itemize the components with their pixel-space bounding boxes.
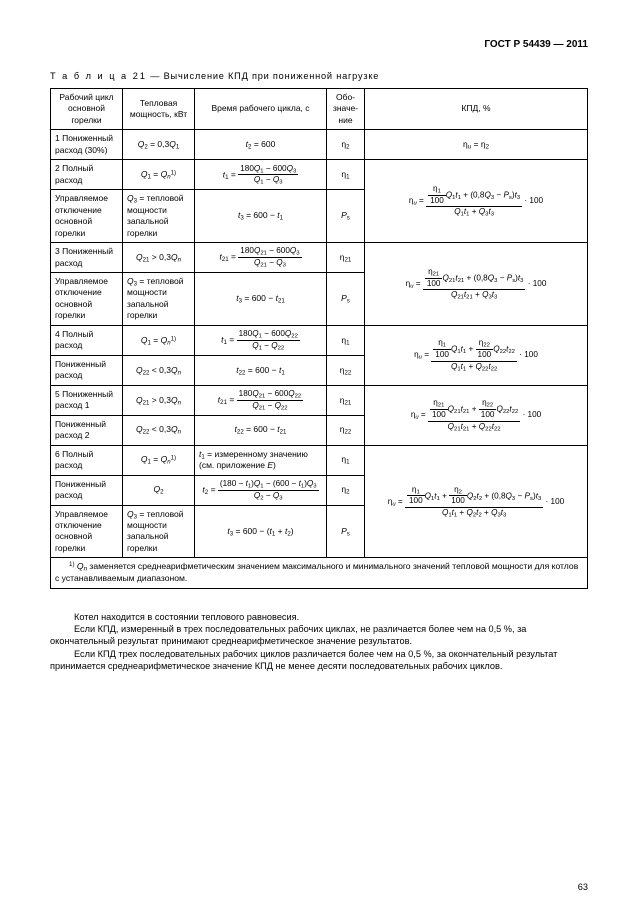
cell-cycle: Пониженный расход [51, 475, 123, 505]
cell-symbol: Ps [327, 505, 365, 558]
cell-cycle: 4 Полный расход [51, 325, 123, 355]
document-header: ГОСТ Р 54439 — 2011 [50, 38, 588, 52]
cell-time: t3 = 600 − (t1 + t2) [195, 505, 327, 558]
page: ГОСТ Р 54439 — 2011 Т а б л и ц а 21 — В… [0, 0, 630, 913]
cell-power: Q3 = тепловой мощности запальной горелки [123, 273, 195, 326]
cell-kpd: ηu = η1100Q1t1 + (0,8Q3 − Ps)t3Q1t1 + Q3… [365, 160, 588, 243]
cell-time: t1 = 180Q1 − 600Q22Q1 − Q22 [195, 325, 327, 355]
cell-cycle: 6 Полный расход [51, 445, 123, 475]
col-efficiency: КПД, % [365, 88, 588, 129]
cell-symbol: η1 [327, 445, 365, 475]
cell-cycle: 3 Пониженный расход [51, 243, 123, 273]
cell-symbol: Ps [327, 190, 365, 243]
cell-power: Q22 < 0,3Qn [123, 415, 195, 445]
page-number: 63 [578, 881, 588, 893]
table-label: Т а б л и ц а 21 [50, 71, 147, 81]
cell-symbol: η21 [327, 385, 365, 415]
paragraph: Котел находится в состоянии теплового ра… [50, 611, 588, 623]
col-symbol: Обо- значе- ние [327, 88, 365, 129]
cell-symbol: η1 [327, 325, 365, 355]
table-row: 5 Пониженный расход 1 Q21 > 0,3Qn t21 = … [51, 385, 588, 415]
cell-symbol: η2 [327, 130, 365, 160]
cell-symbol: η22 [327, 355, 365, 385]
table-row: 6 Полный расход Q1 = Qn1) t1 = измеренно… [51, 445, 588, 475]
cell-cycle: Пониженный расход 2 [51, 415, 123, 445]
table-row: 1 Пониженный расход (30%) Q2 = 0,3Q1 t2 … [51, 130, 588, 160]
cell-cycle: Управляемое отключение основной горелки [51, 190, 123, 243]
cell-kpd: ηu = η21100Q21t21 + η22100Q22t22Q21t21 +… [365, 385, 588, 445]
cell-power: Q1 = Qn1) [123, 445, 195, 475]
cell-time: t2 = (180 − t1)Q1 − (600 − t1)Q3Q2 − Q3 [195, 475, 327, 505]
body-text: Котел находится в состоянии теплового ра… [50, 611, 588, 673]
cell-power: Q2 = 0,3Q1 [123, 130, 195, 160]
cell-cycle: 2 Полный расход [51, 160, 123, 190]
paragraph: Если КПД трех последовательных рабочих ц… [50, 648, 588, 673]
cell-kpd: ηu = η1100Q1t1 + η2100Q2t2 + (0,8Q3 − Ps… [365, 445, 588, 558]
cell-time: t1 = измеренному значению (см. приложени… [195, 445, 327, 475]
cell-time: t22 = 600 − t21 [195, 415, 327, 445]
cell-time: t2 = 600 [195, 130, 327, 160]
cell-symbol: η2 [327, 475, 365, 505]
cell-symbol: η21 [327, 243, 365, 273]
cell-symbol: η22 [327, 415, 365, 445]
cell-cycle: Пониженный расход [51, 355, 123, 385]
cell-time: t22 = 600 − t1 [195, 355, 327, 385]
cell-power: Q1 = Qn1) [123, 160, 195, 190]
table-row: 4 Полный расход Q1 = Qn1) t1 = 180Q1 − 6… [51, 325, 588, 355]
cell-power: Q22 < 0,3Qn [123, 355, 195, 385]
cell-time: t21 = 180Q21 − 600Q22Q21 − Q22 [195, 385, 327, 415]
cell-time: t21 = 180Q21 − 600Q3Q21 − Q3 [195, 243, 327, 273]
table-caption: — Вычисление КПД при пониженной нагрузке [147, 71, 379, 81]
paragraph: Если КПД, измеренный в трех последовател… [50, 623, 588, 648]
cell-cycle: 1 Пониженный расход (30%) [51, 130, 123, 160]
cell-cycle: 5 Пониженный расход 1 [51, 385, 123, 415]
cell-power: Q21 > 0,3Qn [123, 243, 195, 273]
col-power: Тепловая мощность, кВт [123, 88, 195, 129]
cell-kpd: ηu = η21100Q21t21 + (0,8Q3 − Ps)t3Q21t21… [365, 243, 588, 326]
cell-time: t3 = 600 − t21 [195, 273, 327, 326]
cell-time: t3 = 600 − t1 [195, 190, 327, 243]
col-cycle: Рабочий цикл основной горелки [51, 88, 123, 129]
table-header-row: Рабочий цикл основной горелки Тепловая м… [51, 88, 588, 129]
cell-power: Q3 = тепловой мощности запальной горелки [123, 190, 195, 243]
cell-cycle: Управляемое отключение основной горелки [51, 505, 123, 558]
cell-power: Q1 = Qn1) [123, 325, 195, 355]
cell-power: Q3 = тепловой мощности запальной горелки [123, 505, 195, 558]
table-title: Т а б л и ц а 21 — Вычисление КПД при по… [50, 70, 588, 82]
cell-symbol: η1 [327, 160, 365, 190]
cell-symbol: Ps [327, 273, 365, 326]
efficiency-table: Рабочий цикл основной горелки Тепловая м… [50, 88, 588, 589]
table-row: 2 Полный расход Q1 = Qn1) t1 = 180Q1 − 6… [51, 160, 588, 190]
col-time: Время рабочего цикла, с [195, 88, 327, 129]
cell-cycle: Управляемое отключение основной горелки [51, 273, 123, 326]
table-footnote-row: 1) Qn заменяется среднеарифметическим зн… [51, 558, 588, 588]
cell-power: Q2 [123, 475, 195, 505]
cell-kpd: ηu = η2 [365, 130, 588, 160]
cell-power: Q21 > 0,3Qn [123, 385, 195, 415]
table-row: 3 Пониженный расход Q21 > 0,3Qn t21 = 18… [51, 243, 588, 273]
cell-time: t1 = 180Q1 − 600Q3Q1 − Q3 [195, 160, 327, 190]
table-footnote: 1) Qn заменяется среднеарифметическим зн… [51, 558, 588, 588]
cell-kpd: ηu = η1100Q1t1 + η22100Q22t22Q1t1 + Q22t… [365, 325, 588, 385]
